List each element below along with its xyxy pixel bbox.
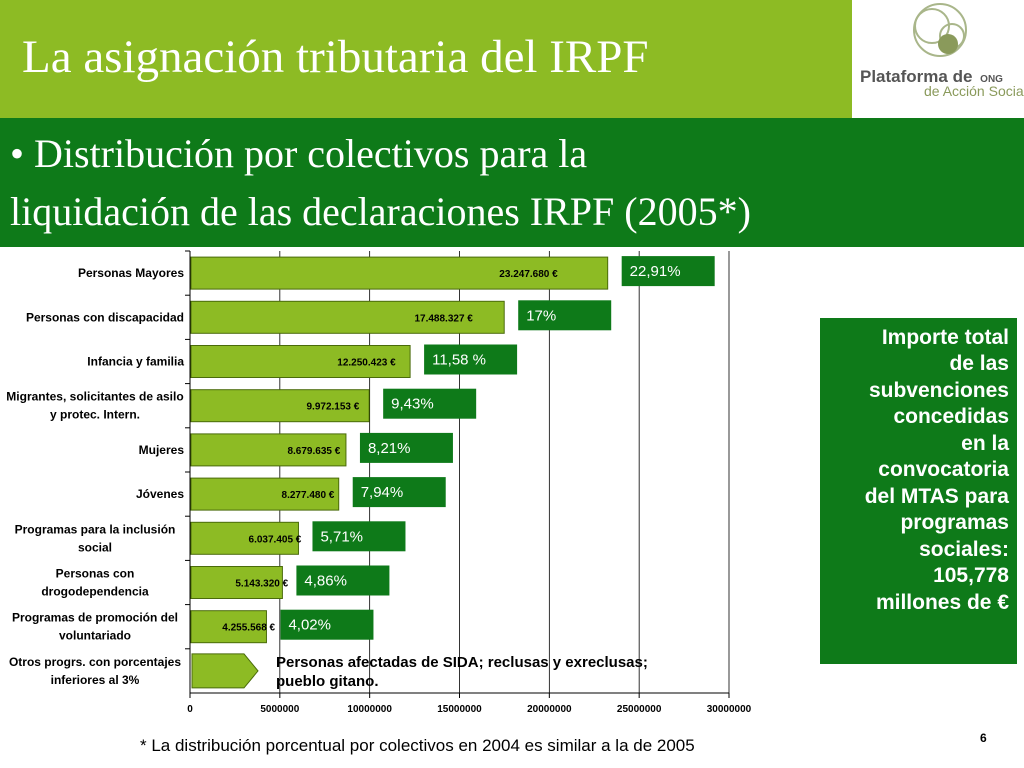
bar-value-label: 8.277.480 € — [282, 490, 335, 501]
bar-value-label: 17.488.327 € — [414, 313, 473, 324]
subtitle-band: • Distribución por colectivos para la li… — [0, 118, 1024, 247]
total-amount-line: millones de € — [875, 590, 1009, 614]
bar — [190, 256, 609, 290]
category-label: Otros progrs. con porcentajes — [9, 655, 181, 669]
percent-label: 11,58 % — [432, 352, 486, 369]
category-label: Programas de promoción del — [12, 611, 178, 625]
subtitle-line-1: • Distribución por colectivos para la — [10, 131, 588, 176]
subtitle-line-2: liquidación de las declaraciones IRPF (2… — [10, 189, 751, 234]
other-annotation-line-2: pueblo gitano. — [276, 673, 379, 690]
category-label: Personas con — [56, 567, 135, 581]
logo-line1: Plataforma de — [860, 67, 972, 86]
category-label: Jóvenes — [136, 487, 184, 501]
category-label: drogodependencia — [41, 585, 149, 599]
logo-line2: de Acción Social — [924, 83, 1024, 99]
total-amount-line: 105,778 — [933, 564, 1009, 588]
category-label: y protec. Intern. — [50, 408, 140, 422]
total-amount-line: programas — [900, 511, 1009, 535]
bar — [190, 477, 340, 511]
percent-box — [518, 300, 612, 331]
bar — [190, 610, 267, 644]
x-tick-label: 10000000 — [347, 704, 392, 715]
percent-box — [312, 521, 406, 552]
percent-label: 5,71% — [320, 528, 363, 545]
percent-box — [424, 344, 518, 375]
percent-box — [383, 388, 477, 419]
bar-value-label: 12.250.423 € — [337, 358, 396, 369]
percent-box — [621, 256, 715, 287]
total-amount-box: Importe total de las subvenciones concedida… — [820, 318, 1017, 664]
logo: Plataforma de ONG de Acción Social — [852, 0, 1024, 118]
title-band: La asignación tributaria del IRPF — [0, 0, 852, 118]
total-amount-line: del MTAS para — [864, 484, 1009, 508]
svg-text:Plataforma de ONG: Plataforma de ONG — [860, 67, 1003, 86]
category-label: Migrantes, solicitantes de asilo — [6, 390, 183, 404]
total-amount-line: concedidas — [893, 405, 1009, 429]
percent-box — [296, 565, 390, 596]
total-amount-line: subvenciones — [868, 378, 1009, 402]
total-amount-line: en la — [961, 431, 1009, 455]
other-annotation-line-1: Personas afectadas de SIDA; reclusas y e… — [276, 654, 648, 671]
category-label: inferiores al 3% — [51, 673, 140, 687]
bar-chart: 0 5000000 10000000 15000000 20000000 25000000… — [6, 250, 752, 715]
percent-box — [280, 609, 374, 640]
bar-value-label: 23.247.680 € — [499, 269, 558, 280]
total-amount-line: convocatoria — [878, 458, 1009, 482]
bar-value-label: 5.143.320 € — [235, 579, 288, 590]
x-tick-label: 0 — [187, 704, 193, 715]
category-label: social — [78, 540, 112, 554]
x-tick-label: 5000000 — [260, 704, 299, 715]
x-tick-label: 20000000 — [527, 704, 572, 715]
percent-label: 4,86% — [304, 573, 347, 590]
footnote: * La distribución porcentual por colecti… — [140, 736, 695, 755]
bar — [190, 433, 347, 467]
bar — [190, 389, 370, 423]
category-label: voluntariado — [59, 629, 131, 643]
category-label: Personas Mayores — [78, 266, 184, 280]
category-label: Mujeres — [139, 443, 185, 457]
bar-value-label: 9.972.153 € — [307, 402, 360, 413]
percent-label: 17% — [526, 307, 556, 324]
bar-value-label: 4.255.568 € — [222, 623, 275, 634]
bar — [190, 300, 505, 334]
total-amount-line: sociales: — [919, 537, 1009, 561]
category-label: Infancia y familia — [87, 355, 184, 369]
x-tick-label: 15000000 — [437, 704, 482, 715]
other-arrow — [191, 653, 259, 689]
percent-label: 4,02% — [288, 617, 331, 634]
bar-value-label: 8.679.635 € — [287, 446, 340, 457]
x-tick-label: 25000000 — [617, 704, 662, 715]
percent-label: 9,43% — [391, 396, 434, 413]
bar — [190, 521, 299, 555]
logo-graphic: Plataforma de ONG de Acción Social — [860, 3, 1024, 99]
bar — [190, 345, 411, 378]
percent-label: 8,21% — [368, 440, 411, 457]
category-label: Personas con discapacidad — [26, 310, 184, 324]
total-amount-line: Importe total — [881, 326, 1009, 349]
slide-title: La asignación tributaria del IRPF — [22, 31, 649, 83]
logo-line1-small: ONG — [980, 74, 1003, 85]
percent-box — [359, 432, 453, 463]
percent-label: 7,94% — [361, 484, 404, 501]
x-tick-label: 30000000 — [707, 704, 752, 715]
percent-label: 22,91% — [630, 263, 681, 280]
bar — [190, 566, 283, 599]
total-amount-line: de las — [949, 352, 1009, 376]
category-label: Programas para la inclusión — [15, 522, 176, 536]
percent-box — [352, 477, 446, 508]
page-number: 6 — [980, 731, 987, 745]
bar-value-label: 6.037.405 € — [249, 534, 302, 545]
